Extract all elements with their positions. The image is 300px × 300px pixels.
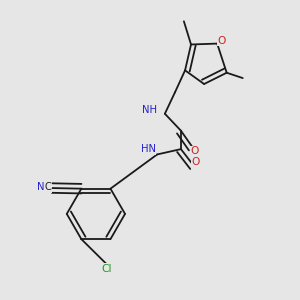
Text: O: O [190, 146, 199, 156]
Text: O: O [192, 158, 200, 167]
Text: NH: NH [142, 105, 157, 115]
Text: O: O [217, 36, 226, 46]
Text: Cl: Cl [101, 264, 112, 274]
Text: C: C [44, 182, 51, 193]
Text: N: N [37, 182, 45, 193]
Text: HN: HN [141, 144, 156, 154]
